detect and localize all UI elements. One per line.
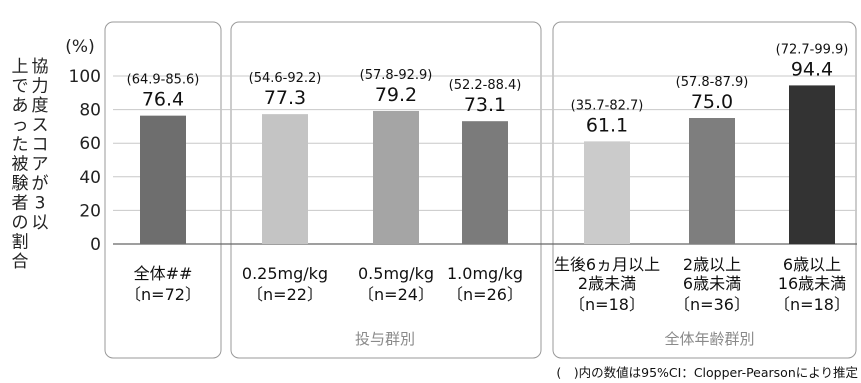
value-label-6: 94.4: [791, 58, 833, 80]
y-tick-100: 100: [69, 67, 101, 87]
y-axis-label-char: 力: [32, 77, 49, 97]
category-label-6: 6歳以上: [783, 255, 841, 274]
ci-label-3: (52.2-88.4): [449, 78, 522, 93]
category-label-4: 生後6ヵ月以上: [554, 255, 660, 274]
bar-2: [373, 110, 419, 244]
group-labels: 投与群別 全体年齢群別: [355, 330, 755, 348]
category-label-5: 6歳未満: [683, 274, 741, 293]
value-label-5: 75.0: [691, 91, 733, 113]
category-n-4: 〔n=18〕: [569, 295, 645, 314]
y-axis-label-char: 上: [12, 57, 29, 77]
y-tick-labels: 0 20 40 60 80 100: [69, 67, 101, 255]
y-axis-label-char: が: [32, 174, 49, 194]
group-label-2: 全体年齢群別: [664, 330, 754, 348]
category-label-0: 全体##: [134, 264, 193, 283]
category-n-2: 〔n=24〕: [358, 285, 434, 304]
category-label-1: 0.25mg/kg: [242, 264, 328, 283]
y-axis-label-char: 度: [32, 96, 49, 116]
value-label-1: 77.3: [264, 87, 306, 109]
category-n-6: 〔n=18〕: [774, 295, 850, 314]
y-axis-label-char: の: [12, 213, 29, 233]
category-n-5: 〔n=36〕: [674, 295, 750, 314]
y-tick-20: 20: [79, 201, 101, 221]
group-label-1: 投与群別: [355, 330, 415, 348]
y-tick-0: 0: [90, 235, 101, 255]
category-n-1: 〔n=22〕: [247, 285, 323, 304]
y-tick-80: 80: [79, 101, 101, 121]
y-axis-label-char: コ: [32, 135, 49, 155]
y-tick-60: 60: [79, 134, 101, 154]
category-label-4: 2歳未満: [578, 274, 636, 293]
y-axis-label-char: ア: [32, 155, 49, 175]
bar-0: [140, 115, 186, 244]
y-axis-label-char: で: [12, 77, 29, 97]
bar-labels: 76.4(64.9-85.6)77.3(54.6-92.2)79.2(57.8-…: [127, 42, 849, 136]
y-axis-label-char: 3: [35, 194, 46, 214]
ci-label-1: (54.6-92.2): [249, 71, 322, 86]
y-unit-label: (%): [65, 37, 94, 57]
value-label-4: 61.1: [586, 114, 628, 136]
bars: [140, 85, 835, 245]
y-tick-40: 40: [79, 168, 101, 188]
ci-label-0: (64.9-85.6): [127, 73, 200, 88]
category-n-0: 〔n=72〕: [125, 285, 201, 304]
category-n-3: 〔n=26〕: [447, 285, 523, 304]
category-label-2: 0.5mg/kg: [358, 264, 434, 283]
y-axis-label-char: あ: [12, 96, 29, 116]
bar-5: [689, 118, 735, 244]
y-axis-label-char: た: [12, 135, 29, 155]
y-axis-label-char: ス: [32, 116, 49, 136]
y-axis-label-char: 被: [12, 155, 29, 175]
bar-4: [584, 141, 630, 244]
bar-3: [462, 121, 508, 244]
category-label-5: 2歳以上: [683, 255, 741, 274]
y-axis-label-char: 験: [12, 174, 29, 194]
category-label-3: 1.0mg/kg: [447, 264, 523, 283]
y-axis-label-char: 合: [12, 252, 29, 272]
value-label-0: 76.4: [142, 89, 184, 111]
category-label-6: 16歳未満: [778, 274, 846, 293]
ci-label-6: (72.7-99.9): [776, 42, 849, 57]
y-axis-label-char: 割: [12, 233, 29, 253]
ci-label-5: (57.8-87.9): [676, 75, 749, 90]
y-axis-label-char: っ: [12, 116, 29, 136]
category-labels: 全体## 〔n=72〕 0.25mg/kg 〔n=22〕 0.5mg/kg 〔n=24〕 1…: [125, 255, 850, 314]
value-label-3: 73.1: [464, 94, 506, 116]
bar-1: [262, 114, 308, 244]
bar-6: [789, 85, 835, 245]
footnote: ( )内の数値は95%CI：Clopper-Pearsonにより推定: [556, 365, 858, 380]
y-axis-label-char: 協: [32, 57, 49, 77]
y-axis-label-char: 以: [32, 213, 49, 233]
ci-label-4: (35.7-82.7): [571, 98, 644, 113]
ci-label-2: (57.8-92.9): [360, 68, 433, 83]
value-label-2: 79.2: [375, 84, 417, 106]
y-axis-label-char: 者: [12, 194, 29, 214]
